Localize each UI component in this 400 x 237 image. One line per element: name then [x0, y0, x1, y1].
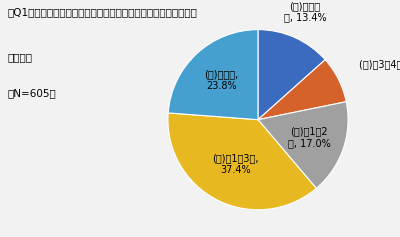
Wedge shape: [168, 30, 258, 120]
Text: (オ)その他,
23.8%: (オ)その他, 23.8%: [204, 69, 238, 91]
Text: (イ)週3～4回, 8.4%: (イ)週3～4回, 8.4%: [359, 59, 400, 69]
Text: 【Q1】アルコールを伴う食事（以下、食事）に行く頻度を教えて: 【Q1】アルコールを伴う食事（以下、食事）に行く頻度を教えて: [8, 7, 198, 17]
Wedge shape: [258, 60, 346, 120]
Text: 下さい。: 下さい。: [8, 52, 33, 62]
Text: (ウ)週1～2
回, 17.0%: (ウ)週1～2 回, 17.0%: [288, 127, 330, 148]
Text: (エ)月1～3回,
37.4%: (エ)月1～3回, 37.4%: [212, 153, 259, 175]
Wedge shape: [258, 102, 348, 188]
Text: (ア)ほぼ毎
日, 13.4%: (ア)ほぼ毎 日, 13.4%: [284, 1, 326, 23]
Wedge shape: [168, 113, 316, 210]
Wedge shape: [258, 30, 325, 120]
Text: （N=605）: （N=605）: [8, 88, 57, 98]
